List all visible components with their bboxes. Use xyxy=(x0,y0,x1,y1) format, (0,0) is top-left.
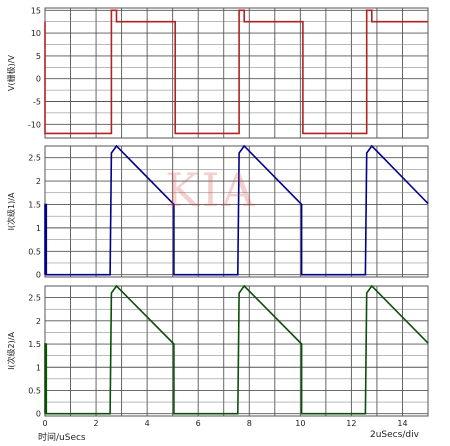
y-tick-label: 5 xyxy=(36,52,41,61)
y-tick-label: 2.5 xyxy=(28,154,41,163)
x-tick-label: 14 xyxy=(397,419,407,428)
y-tick-label: -10 xyxy=(28,120,41,129)
y-axis-label: I(次级2)/A xyxy=(6,332,16,370)
x-tick-label: 8 xyxy=(247,419,252,428)
waveform-trace xyxy=(44,284,429,415)
waveform-trace xyxy=(44,9,428,135)
y-tick-label: 1 xyxy=(36,363,41,372)
panel-frame xyxy=(44,285,429,417)
x-tick-label: 0 xyxy=(42,419,47,428)
x-tick-label: 2 xyxy=(94,419,99,428)
time-per-div-label: 2uSecs/div xyxy=(370,430,419,440)
panel-frame xyxy=(44,145,429,278)
y-axis-label: I(次级1)/A xyxy=(6,192,16,230)
y-tick-label: 0 xyxy=(36,410,41,419)
time-axis-label: 时间/uSecs xyxy=(38,433,86,443)
y-tick-label: 0.5 xyxy=(28,247,41,256)
panel-1: -10 -5 0 5 10 15 V(栅极)/V xyxy=(6,6,429,139)
y-tick-label: 1 xyxy=(36,224,41,233)
panel-3: 0 0.5 1 1.5 2 2.5 I(次级2)/A 0 2 4 6 8 10 12 14 xyxy=(6,284,429,428)
y-tick-label: 2 xyxy=(36,177,41,186)
x-tick-label: 12 xyxy=(346,419,356,428)
waveform-trace xyxy=(44,144,429,276)
y-tick-label: 0 xyxy=(36,271,41,280)
y-tick-label: 1.5 xyxy=(28,340,41,349)
y-axis-label: V(栅极)/V xyxy=(6,55,16,91)
x-tick-label: 10 xyxy=(295,419,305,428)
watermark-kia: KIA xyxy=(165,163,257,217)
y-tick-label: 15 xyxy=(31,6,41,15)
y-tick-label: 1.5 xyxy=(28,200,41,209)
y-tick-label: 0.5 xyxy=(28,386,41,395)
y-tick-label: 0 xyxy=(36,75,41,84)
y-tick-label: 2.5 xyxy=(28,294,41,303)
y-tick-label: 2 xyxy=(36,317,41,326)
x-tick-label: 4 xyxy=(145,419,150,428)
y-tick-label: 10 xyxy=(31,29,41,38)
x-tick-label: 6 xyxy=(196,419,201,428)
panel-2: 0 0.5 1 1.5 2 2.5 I(次级1)/A xyxy=(6,144,429,280)
panel-frame xyxy=(44,7,429,139)
y-tick-label: -5 xyxy=(33,98,41,107)
